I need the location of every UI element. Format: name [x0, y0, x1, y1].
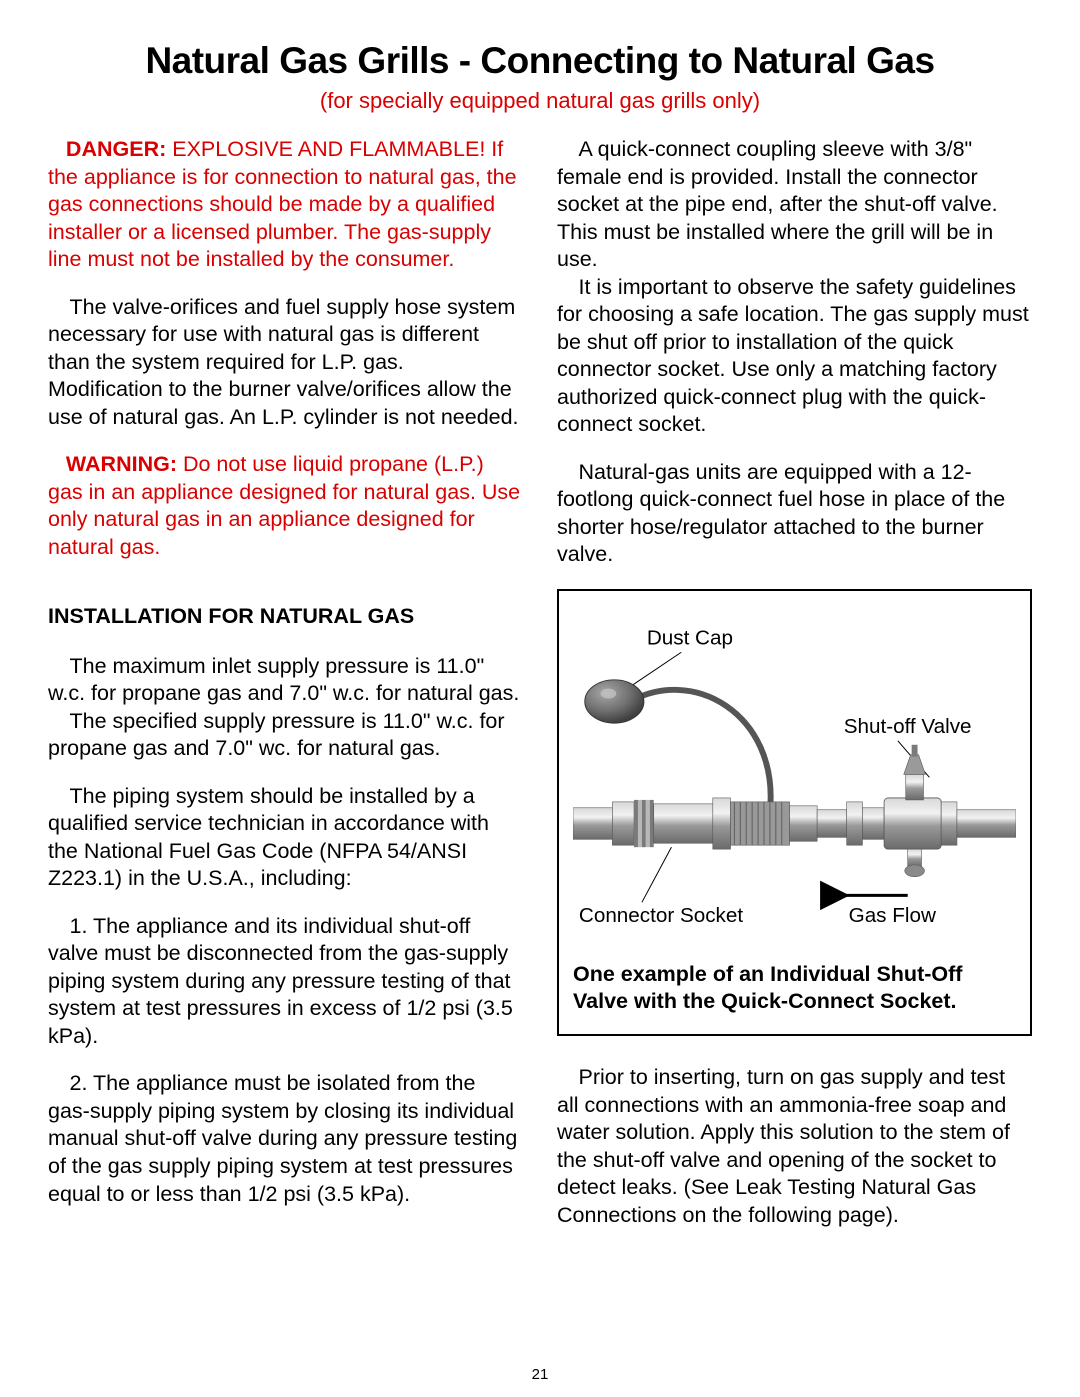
diagram-caption: One example of an Individual Shut-Off Va… [573, 961, 1016, 1016]
label-dust-cap: Dust Cap [647, 626, 733, 649]
label-gas-flow: Gas Flow [849, 904, 936, 927]
section-heading: INSTALLATION FOR NATURAL GAS [48, 603, 523, 631]
body-paragraph: The piping system should be installed by… [48, 783, 523, 893]
label-connector-socket: Connector Socket [579, 904, 743, 927]
body-paragraph: The valve-orifices and fuel supply hose … [48, 294, 523, 432]
warning-label: WARNING: [66, 452, 177, 476]
body-paragraph: Prior to inserting, turn on gas supply a… [557, 1064, 1032, 1229]
danger-label: DANGER: [66, 137, 166, 161]
body-paragraph: A quick-connect coupling sleeve with 3/8… [557, 136, 1032, 274]
label-shutoff-valve: Shut-off Valve [844, 715, 972, 738]
diagram-box: Dust Cap Shut-off Valve [557, 589, 1032, 1036]
left-column: DANGER: EXPLOSIVE AND FLAMMABLE! If the … [48, 136, 523, 1229]
valve-diagram: Dust Cap Shut-off Valve [573, 605, 1016, 947]
warning-paragraph: WARNING: Do not use liquid propane (L.P.… [48, 451, 523, 561]
body-paragraph: 1. The appliance and its individual shut… [48, 913, 523, 1051]
right-column: A quick-connect coupling sleeve with 3/8… [557, 136, 1032, 1229]
page-title: Natural Gas Grills - Connecting to Natur… [48, 40, 1032, 82]
body-paragraph: The specified supply pressure is 11.0" w… [48, 708, 523, 763]
page-subtitle: (for specially equipped natural gas gril… [48, 88, 1032, 114]
manual-page: Natural Gas Grills - Connecting to Natur… [0, 0, 1080, 1397]
body-paragraph: Natural-gas units are equipped with a 12… [557, 459, 1032, 569]
danger-paragraph: DANGER: EXPLOSIVE AND FLAMMABLE! If the … [48, 136, 523, 274]
body-paragraph: It is important to observe the safety gu… [557, 274, 1032, 439]
page-number: 21 [0, 1366, 1080, 1383]
body-paragraph: 2. The appliance must be isolated from t… [48, 1070, 523, 1208]
two-column-layout: DANGER: EXPLOSIVE AND FLAMMABLE! If the … [48, 136, 1032, 1229]
body-paragraph: The maximum inlet supply pressure is 11.… [48, 653, 523, 708]
